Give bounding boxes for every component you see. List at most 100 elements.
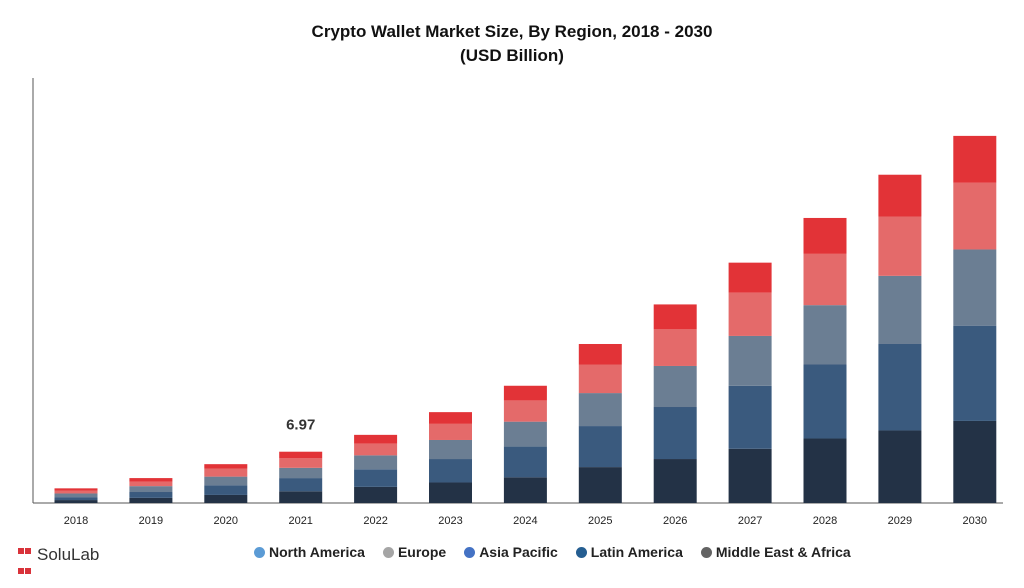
bar-middle-east-africa-2030 <box>953 420 997 503</box>
bar-north-america-2018 <box>54 488 98 491</box>
x-tick-label-2029: 2029 <box>888 515 912 527</box>
bar-europe-2021 <box>279 458 323 468</box>
bar-latin-america-2025 <box>578 426 622 468</box>
bar-latin-america-2029 <box>878 343 922 431</box>
legend-label: Middle East & Africa <box>715 544 851 560</box>
x-tick-label-2020: 2020 <box>214 515 238 527</box>
bar-europe-2024 <box>503 400 547 422</box>
bar-latin-america-2024 <box>503 446 547 478</box>
x-tick-label-2027: 2027 <box>738 515 762 527</box>
chart-title-line1: Crypto Wallet Market Size, By Region, 20… <box>311 22 713 41</box>
x-tick-label-2030: 2030 <box>963 515 987 527</box>
bar-north-america-2027 <box>728 262 772 293</box>
x-tick-label-2024: 2024 <box>513 515 537 527</box>
bar-middle-east-africa-2029 <box>878 430 922 503</box>
legend-dot-icon <box>464 546 476 558</box>
legend-dot-icon <box>254 546 265 558</box>
bar-asia-pacific-2023 <box>429 439 472 460</box>
bar-latin-america-2030 <box>953 325 997 421</box>
bar-north-america-2028 <box>803 217 847 254</box>
legend-label: Asia Pacific <box>479 544 558 560</box>
bar-north-america-2025 <box>578 343 622 365</box>
bar-latin-america-2021 <box>279 478 323 492</box>
x-tick-label-2023: 2023 <box>438 515 462 527</box>
logo-mark-icon <box>18 547 33 574</box>
x-tick-label-2025: 2025 <box>588 515 612 527</box>
bar-latin-america-2018 <box>54 497 98 501</box>
legend-dot-icon <box>382 546 394 558</box>
bar-europe-2029 <box>878 216 922 276</box>
bar-middle-east-africa-2028 <box>803 438 847 503</box>
bar-asia-pacific-2024 <box>503 421 547 447</box>
bar-middle-east-africa-2018 <box>54 500 98 503</box>
x-tick-label-2026: 2026 <box>663 515 687 527</box>
logo-text: SoluLab <box>37 545 100 564</box>
bar-middle-east-africa-2027 <box>728 448 772 503</box>
x-tick-label-2022: 2022 <box>363 515 387 527</box>
legend-item-europe: Europe <box>382 544 447 560</box>
bar-north-america-2024 <box>503 385 547 401</box>
bar-latin-america-2023 <box>429 459 472 483</box>
bar-middle-east-africa-2023 <box>429 482 472 503</box>
bar-north-america-2026 <box>653 304 697 330</box>
chart-legend: North America Europe Asia Pacific Latin Ame… <box>254 544 869 560</box>
bar-asia-pacific-2025 <box>578 393 622 427</box>
bar-middle-east-africa-2024 <box>503 477 547 503</box>
bar-europe-2027 <box>728 292 772 336</box>
bar-middle-east-africa-2025 <box>578 467 622 503</box>
legend-dot-icon <box>575 546 587 558</box>
bar-europe-2030 <box>953 182 997 250</box>
bar-asia-pacific-2029 <box>878 275 922 344</box>
bar-asia-pacific-2021 <box>279 467 323 479</box>
x-tick-label-2019: 2019 <box>139 515 163 527</box>
bar-europe-2019 <box>129 481 173 487</box>
bar-europe-2023 <box>429 423 472 440</box>
x-tick-label-2018: 2018 <box>64 515 88 527</box>
bar-middle-east-africa-2020 <box>204 494 248 503</box>
bar-europe-2028 <box>803 253 847 306</box>
bar-asia-pacific-2019 <box>129 486 173 493</box>
legend-dot-icon <box>700 546 712 558</box>
legend-item-north-america: North America <box>254 544 365 560</box>
bar-asia-pacific-2028 <box>803 305 847 365</box>
bar-asia-pacific-2030 <box>953 249 997 326</box>
bar-asia-pacific-2018 <box>54 493 98 498</box>
bar-middle-east-africa-2021 <box>279 491 323 503</box>
x-tick-label-2028: 2028 <box>813 515 837 527</box>
bar-asia-pacific-2027 <box>728 335 772 386</box>
bar-north-america-2021 <box>279 451 323 459</box>
bar-latin-america-2019 <box>129 492 173 498</box>
bar-europe-2026 <box>653 329 697 366</box>
bar-asia-pacific-2022 <box>354 455 398 470</box>
bar-latin-america-2026 <box>653 407 697 460</box>
bar-latin-america-2027 <box>728 385 772 449</box>
data-label-2021: 6.97 <box>286 417 315 434</box>
legend-label: Latin America <box>590 544 683 560</box>
bar-north-america-2022 <box>354 434 398 444</box>
bar-middle-east-africa-2019 <box>129 497 173 503</box>
bar-latin-america-2020 <box>204 485 248 495</box>
bar-latin-america-2028 <box>803 364 847 439</box>
bar-north-america-2029 <box>878 174 922 217</box>
bar-asia-pacific-2026 <box>653 365 697 408</box>
bar-middle-east-africa-2022 <box>354 486 398 503</box>
x-tick-label-2021: 2021 <box>288 515 312 527</box>
legend-label: Europe <box>397 544 447 560</box>
solulab-logo: SoluLab <box>18 545 100 574</box>
bar-asia-pacific-2020 <box>204 476 248 486</box>
bar-latin-america-2022 <box>354 469 398 487</box>
legend-label: North America <box>269 544 365 560</box>
bar-north-america-2019 <box>129 478 173 482</box>
chart-title: Crypto Wallet Market Size, By Region, 20… <box>0 20 1024 68</box>
bar-north-america-2020 <box>204 464 248 469</box>
legend-item-asia-pacific: Asia Pacific <box>464 544 558 560</box>
bar-north-america-2030 <box>953 135 997 183</box>
bar-north-america-2023 <box>429 412 472 424</box>
bar-middle-east-africa-2026 <box>653 459 697 503</box>
chart-title-line2: (USD Billion) <box>460 46 564 65</box>
legend-item-middle-east-africa: Middle East & Africa <box>700 544 851 560</box>
bar-europe-2020 <box>204 468 248 477</box>
bar-europe-2025 <box>578 364 622 394</box>
bar-europe-2018 <box>54 490 98 494</box>
